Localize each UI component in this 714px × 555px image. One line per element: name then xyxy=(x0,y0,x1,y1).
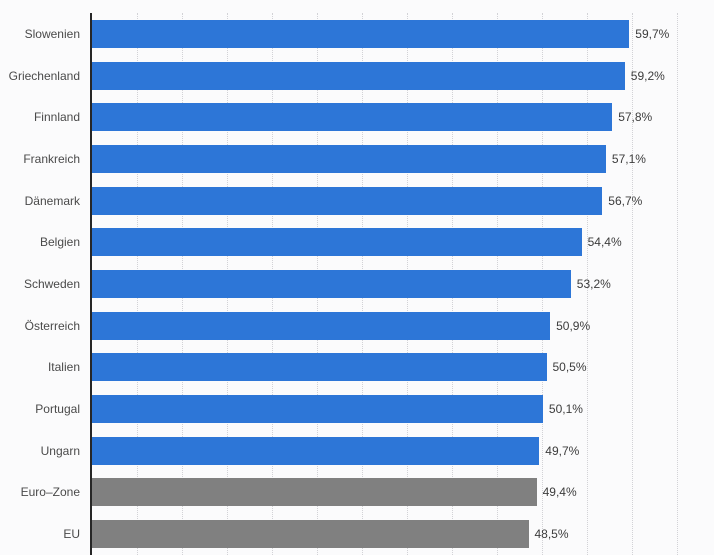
bar[interactable] xyxy=(92,103,613,132)
category-label: Slowenien xyxy=(24,26,80,41)
category-label: Finnland xyxy=(33,110,80,125)
bar[interactable] xyxy=(92,144,606,173)
value-label: 54,4% xyxy=(587,235,622,250)
value-label: 53,2% xyxy=(576,276,611,291)
value-label: 50,5% xyxy=(552,360,587,375)
chart-rows: Slowenien 59,7% Griechenland 59,2% Finnland 5… xyxy=(0,13,714,555)
bar[interactable] xyxy=(92,311,551,340)
y-axis-line xyxy=(90,13,92,555)
bar[interactable] xyxy=(92,353,547,382)
category-label: Griechenland xyxy=(8,68,80,83)
chart-row: Italien 50,5% xyxy=(0,347,714,389)
chart-row: Dänemark 56,7% xyxy=(0,180,714,222)
category-label: Ungarn xyxy=(40,443,80,458)
category-label: Dänemark xyxy=(24,193,80,208)
category-label: Österreich xyxy=(24,318,80,333)
bar[interactable] xyxy=(92,269,571,298)
value-label: 57,1% xyxy=(611,151,646,166)
value-label: 48,5% xyxy=(534,527,569,542)
chart-row: Slowenien 59,7% xyxy=(0,13,714,55)
chart-row: Frankreich 57,1% xyxy=(0,138,714,180)
bar[interactable] xyxy=(92,186,603,215)
chart-row: Griechenland 59,2% xyxy=(0,55,714,97)
chart-row: Österreich 50,9% xyxy=(0,305,714,347)
bar[interactable] xyxy=(92,520,529,549)
bar[interactable] xyxy=(92,478,537,507)
chart-row: Ungarn 49,7% xyxy=(0,430,714,472)
value-label: 50,1% xyxy=(548,402,583,417)
chart-row: Belgien 54,4% xyxy=(0,221,714,263)
value-label: 50,9% xyxy=(556,318,591,333)
category-label: Portugal xyxy=(35,402,80,417)
chart-row: EU 48,5% xyxy=(0,513,714,555)
value-label: 57,8% xyxy=(618,110,653,125)
value-label: 56,7% xyxy=(608,193,643,208)
bar[interactable] xyxy=(92,61,625,90)
value-label: 59,2% xyxy=(630,68,665,83)
category-label: Schweden xyxy=(23,276,80,291)
chart-row: Portugal 50,1% xyxy=(0,388,714,430)
category-label: Frankreich xyxy=(23,151,80,166)
value-label: 59,7% xyxy=(635,26,670,41)
category-label: Belgien xyxy=(39,235,80,250)
chart-row: Schweden 53,2% xyxy=(0,263,714,305)
category-label: EU xyxy=(63,527,80,542)
chart-row: Euro–Zone 49,4% xyxy=(0,472,714,514)
bar[interactable] xyxy=(92,228,582,257)
category-label: Italien xyxy=(47,360,80,375)
bar[interactable] xyxy=(92,395,543,424)
chart-row: Finnland 57,8% xyxy=(0,96,714,138)
bar[interactable] xyxy=(92,436,540,465)
value-label: 49,4% xyxy=(542,485,577,500)
value-label: 49,7% xyxy=(545,443,580,458)
category-label: Euro–Zone xyxy=(20,485,80,500)
bar[interactable] xyxy=(92,19,630,48)
